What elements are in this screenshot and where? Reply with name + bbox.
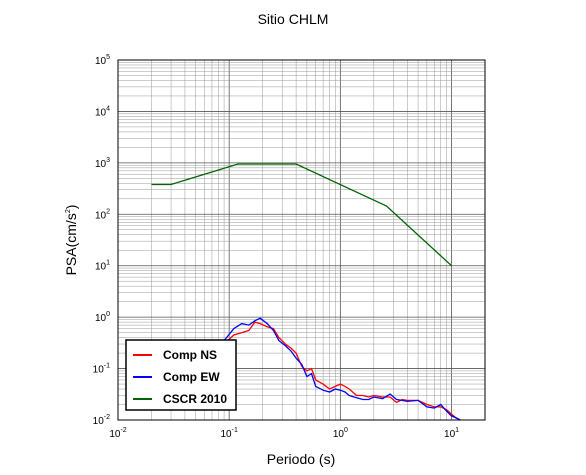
x-tick-label: 10-1	[220, 427, 237, 440]
grid	[117, 59, 486, 421]
x-tick-label: 10-2	[109, 427, 126, 440]
series-line-3	[151, 163, 452, 267]
legend-label: CSCR 2010	[163, 392, 227, 406]
series-layer	[151, 163, 461, 421]
x-tick-label: 100	[333, 427, 348, 440]
y-tick-label: 102	[95, 208, 110, 221]
y-axis-label-base: PSA(cm/s	[63, 213, 79, 275]
x-axis-label: Periodo (s)	[267, 451, 335, 467]
y-tick-label: 105	[95, 54, 110, 67]
series-line-2	[178, 317, 461, 421]
chart-title: Sitio CHLM	[258, 11, 329, 27]
y-tick-label: 103	[95, 157, 110, 170]
y-tick-label: 10-1	[93, 363, 110, 376]
y-axis-label-exp: 2	[65, 209, 72, 213]
y-axis-label-close: )	[63, 205, 79, 210]
plot-frame	[117, 59, 486, 421]
legend: Comp NS Comp EW CSCR 2010	[125, 339, 237, 411]
legend-label: Comp NS	[163, 348, 217, 362]
y-axis-label: PSA(cm/s2)	[63, 205, 79, 276]
y-tick-label: 10-2	[93, 414, 110, 427]
y-tick-label: 104	[95, 105, 110, 118]
y-tick-label: 100	[95, 311, 110, 324]
tick-labels: 10-2 10-1 100 101 10-2 10-1 100 101 102 103 104 105	[93, 54, 460, 440]
x-tick-label: 101	[444, 427, 459, 440]
legend-label: Comp EW	[163, 370, 220, 384]
y-tick-label: 101	[95, 260, 110, 273]
